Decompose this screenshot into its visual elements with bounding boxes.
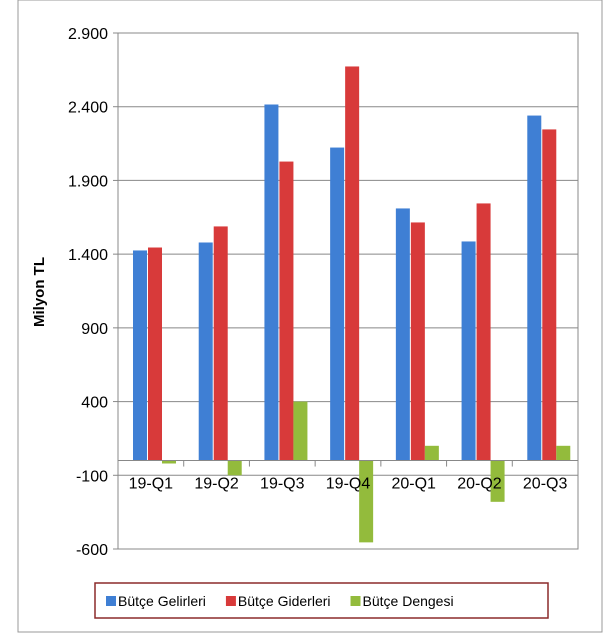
bar	[148, 247, 162, 461]
bar	[264, 104, 279, 461]
bar	[556, 445, 571, 461]
bar	[345, 66, 360, 461]
legend-swatch	[350, 596, 361, 606]
y-tick-label: -600	[76, 542, 108, 559]
bar	[213, 226, 228, 461]
bar	[410, 222, 425, 461]
legend-label: Bütçe Dengesi	[363, 593, 454, 609]
bar	[227, 460, 242, 476]
x-tick-label: 19-Q1	[129, 476, 174, 493]
y-tick-label: -100	[76, 468, 108, 485]
legend-swatch	[106, 596, 116, 606]
bar	[542, 129, 557, 461]
bar	[162, 460, 176, 464]
bar	[359, 460, 374, 543]
bar	[527, 115, 542, 461]
bar	[293, 401, 308, 461]
y-tick-label: 1.400	[68, 247, 108, 264]
y-tick-label: 400	[81, 395, 108, 412]
bar	[476, 203, 491, 461]
legend-box	[94, 582, 549, 619]
bar	[133, 250, 147, 461]
bar	[424, 445, 439, 461]
bar	[395, 208, 410, 461]
x-tick-label: 19-Q2	[194, 476, 239, 493]
legend-label: Bütçe Giderleri	[238, 593, 331, 609]
legend-swatch	[225, 596, 236, 606]
y-tick-label: 1.900	[68, 173, 108, 190]
x-tick-label: 20-Q3	[523, 476, 568, 493]
bar	[490, 460, 505, 502]
x-tick-label: 19-Q3	[260, 476, 305, 493]
y-tick-label: 2.900	[68, 26, 108, 43]
bar	[279, 161, 294, 461]
x-tick-label: 20-Q1	[391, 476, 436, 493]
bar	[330, 147, 345, 461]
y-axis-title: Milyon TL	[31, 257, 48, 327]
x-tick-label: 19-Q4	[326, 476, 371, 493]
legend-label: Bütçe Gelirleri	[118, 593, 206, 609]
bar	[198, 242, 213, 461]
y-tick-label: 900	[81, 321, 108, 338]
x-tick-label: 20-Q2	[457, 476, 502, 493]
y-tick-label: 2.400	[68, 100, 108, 117]
bar	[461, 241, 476, 461]
